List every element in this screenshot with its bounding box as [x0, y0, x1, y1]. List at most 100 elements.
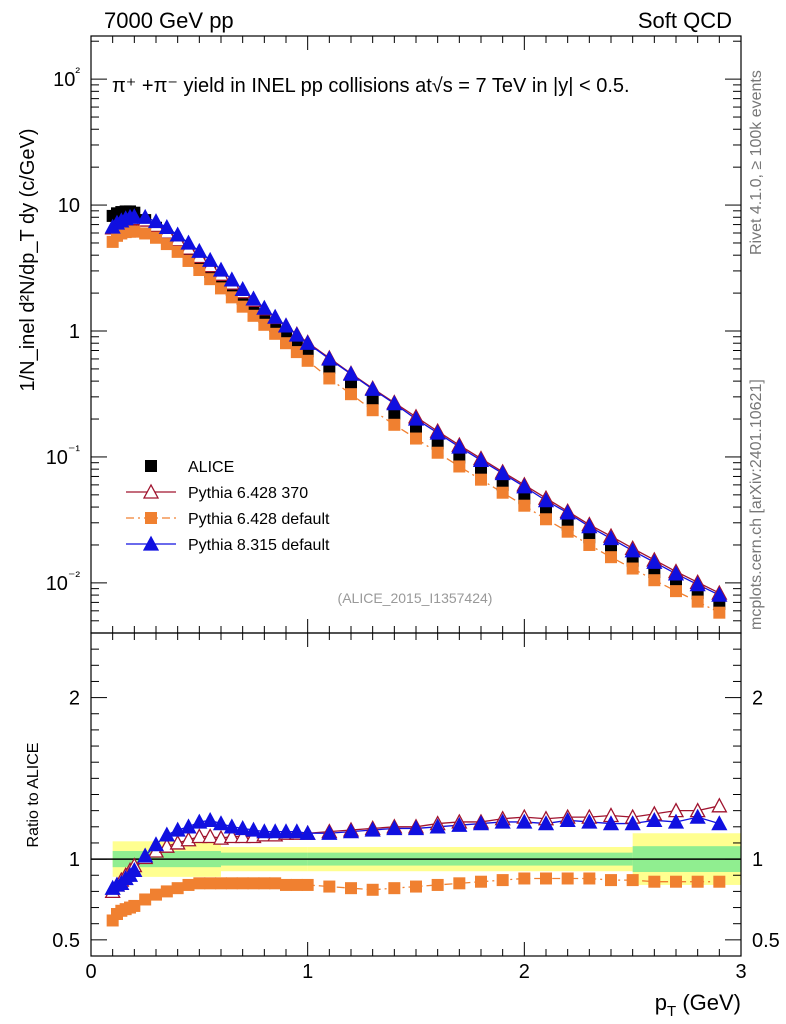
main-point-alice — [431, 437, 444, 450]
main-point-pythia-6-428-default — [171, 245, 184, 258]
main-point-pythia-6-428-default — [269, 327, 282, 340]
ratio-point-pythia-6-428-default — [193, 877, 206, 890]
ratio-point-pythia-8-315-default — [288, 823, 305, 839]
ratio-point-pythia-8-315-default — [667, 813, 685, 829]
ratio-frame — [90, 632, 742, 957]
main-point-pythia-8-315-default — [147, 213, 165, 229]
ratio-point-pythia-6-428-default — [431, 878, 444, 891]
main-point-pythia-6-428-default — [139, 227, 152, 240]
main-point-pythia-6-428-default — [366, 404, 379, 417]
ratio-point-pythia-6-428-default — [323, 880, 336, 893]
x-tick-label: 2 — [519, 961, 530, 983]
main-point-pythia-8-315-default — [245, 290, 262, 306]
ratio-point-pythia-6-428-default — [204, 877, 217, 890]
ratio-point-pythia-6-428-370 — [223, 828, 240, 844]
ratio-y-tick-label-left: 2 — [69, 688, 80, 710]
main-point-pythia-8-315-default — [667, 565, 685, 581]
main-point-pythia-6-428-default — [540, 513, 552, 526]
main-series — [104, 205, 728, 619]
ratio-point-pythia-6-428-default — [561, 872, 574, 885]
ratio-point-pythia-6-428-default — [670, 875, 682, 888]
ratio-point-pythia-8-315-default — [537, 815, 555, 831]
main-point-pythia-8-315-default — [559, 504, 576, 520]
main-point-pythia-6-428-default — [215, 282, 227, 295]
main-point-pythia-6-428-default — [713, 606, 726, 619]
main-point-pythia-8-315-default — [212, 261, 230, 277]
main-point-pythia-8-315-default — [202, 251, 219, 267]
main-point-pythia-6-428-default — [518, 499, 531, 512]
ratio-point-pythia-8-315-default — [212, 815, 230, 831]
ratio-y-tick-label-right: 2 — [752, 688, 763, 710]
ratio-point-pythia-6-428-default — [583, 872, 596, 885]
main-point-pythia-8-315-default — [689, 576, 706, 592]
ratio-point-pythia-6-428-default — [453, 877, 466, 890]
ratio-point-pythia-8-315-default — [147, 836, 165, 852]
ratio-point-pythia-6-428-default — [366, 883, 379, 896]
ratio-point-pythia-8-315-default — [321, 824, 338, 840]
legend-marker — [145, 460, 157, 472]
x-axis-title: pT (GeV) — [655, 990, 741, 1020]
ratio-point-pythia-8-315-default — [516, 813, 533, 829]
ratio-point-pythia-8-315-default — [223, 818, 240, 834]
ratio-point-pythia-6-428-default — [280, 878, 292, 891]
header-left: 7000 GeV pp — [104, 8, 234, 33]
ratio-point-pythia-8-315-default — [689, 808, 706, 824]
ratio-y-tick-label-left: 0.5 — [52, 930, 80, 952]
main-point-pythia-6-428-default — [280, 337, 292, 350]
main-point-pythia-8-315-default — [581, 518, 598, 534]
main-point-alice — [388, 407, 401, 420]
main-point-pythia-6-428-default — [290, 346, 303, 359]
main-point-alice — [540, 505, 552, 518]
ratio-point-pythia-8-315-default — [494, 813, 511, 829]
ratio-point-pythia-8-315-default — [180, 818, 197, 834]
ratio-point-pythia-6-428-370 — [202, 828, 219, 844]
x-tick-label: 0 — [85, 961, 96, 983]
ratio-line-pythia-6-428-default — [112, 877, 720, 921]
y-tick-label: 10⁻² — [46, 568, 81, 595]
x-tick-label: 3 — [735, 961, 746, 983]
ratio-y-tick-label-right: 1 — [752, 849, 763, 871]
ratio-point-pythia-6-428-370 — [711, 797, 728, 813]
legend-marker — [142, 483, 160, 499]
ratio-point-pythia-8-315-default — [191, 813, 208, 829]
ratio-y-tick-label-right: 0.5 — [752, 930, 780, 952]
main-point-pythia-6-428-default — [475, 473, 487, 486]
ratio-point-pythia-6-428-default — [182, 878, 195, 891]
ratio-point-pythia-6-428-default — [345, 882, 357, 895]
ratio-point-pythia-6-428-default — [225, 877, 238, 890]
main-point-pythia-6-428-default — [691, 595, 704, 608]
main-point-pythia-8-315-default — [299, 334, 316, 350]
main-point-pythia-6-428-default — [583, 538, 596, 551]
ratio-y-axis-title: Ratio to ALICE — [25, 743, 42, 848]
main-point-pythia-8-315-default — [277, 317, 295, 333]
ratio-point-pythia-6-428-default — [150, 888, 162, 901]
legend — [126, 460, 176, 551]
ratio-point-pythia-8-315-default — [158, 826, 175, 842]
ratio-point-pythia-8-315-default — [624, 815, 641, 831]
ratio-point-pythia-6-428-default — [410, 880, 422, 893]
ratio-point-pythia-6-428-370 — [212, 829, 230, 845]
main-point-pythia-8-315-default — [494, 465, 511, 481]
ratio-point-pythia-8-315-default — [451, 816, 468, 832]
ratio-point-pythia-6-428-default — [236, 877, 249, 890]
ratio-point-pythia-6-428-default — [258, 877, 271, 890]
ratio-point-pythia-6-428-default — [247, 877, 260, 890]
legend-label: ALICE — [188, 459, 234, 476]
plot-title: π⁺ +π⁻ yield in INEL pp collisions at√s … — [112, 75, 630, 97]
main-point-pythia-8-315-default — [711, 586, 728, 602]
main-point-pythia-6-428-default — [225, 291, 238, 304]
main-point-pythia-6-428-default — [626, 562, 639, 575]
main-point-pythia-6-428-default — [323, 372, 336, 385]
main-point-pythia-6-428-default — [670, 585, 682, 598]
ratio-point-pythia-8-315-default — [429, 818, 446, 834]
main-point-pythia-8-315-default — [180, 234, 197, 250]
main-point-pythia-8-315-default — [288, 326, 305, 342]
ratio-point-pythia-6-428-default — [691, 875, 704, 888]
ratio-point-pythia-6-428-default — [290, 878, 303, 891]
main-point-pythia-8-315-default — [137, 208, 154, 224]
main-point-pythia-8-315-default — [472, 451, 490, 467]
main-point-pythia-8-315-default — [537, 492, 555, 508]
main-point-pythia-8-315-default — [646, 553, 663, 569]
ratio-point-pythia-6-428-default — [160, 885, 173, 898]
